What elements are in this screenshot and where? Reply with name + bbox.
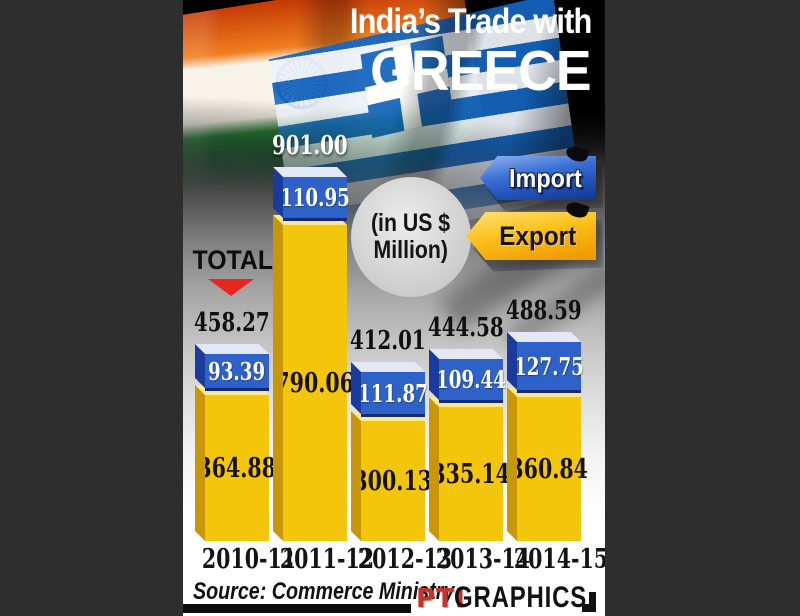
total-value: 488.59 bbox=[493, 296, 595, 326]
total-value: 901.00 bbox=[259, 131, 361, 161]
source-text: Source: Commerce Ministry bbox=[193, 578, 455, 605]
unit-note-line1: (in US $ bbox=[371, 209, 451, 237]
export-arrow-icon: Export bbox=[466, 212, 596, 260]
source-note: Source: Commerce Ministry bbox=[193, 578, 512, 606]
export-value: 300.13 bbox=[353, 465, 433, 497]
graphics-wordmark: GRAPHICS bbox=[454, 581, 605, 615]
import-value: 111.87 bbox=[358, 378, 428, 408]
import-segment: 109.44 bbox=[436, 359, 506, 403]
total-value-text: 488.59 bbox=[506, 296, 582, 326]
export-segment: 300.13 bbox=[354, 421, 432, 541]
import-segment: 93.39 bbox=[205, 354, 269, 391]
title-line1: India’s Trade with bbox=[349, 2, 592, 41]
pti-logo: PTI bbox=[416, 584, 466, 614]
year-label-text: 2012-13 bbox=[357, 544, 453, 575]
logo-corner-mark bbox=[582, 592, 596, 612]
left-gutter bbox=[0, 0, 183, 616]
import-segment: 110.95 bbox=[280, 177, 350, 221]
import-segment: 127.75 bbox=[514, 342, 584, 393]
unit-note-badge: (in US $ Million) bbox=[351, 177, 471, 297]
export-segment: 335.14 bbox=[432, 407, 510, 541]
export-segment: 364.88 bbox=[198, 395, 276, 541]
import-value: 93.39 bbox=[208, 356, 266, 386]
export-segment: 790.06 bbox=[276, 225, 354, 541]
year-label-text: 2010-11 bbox=[201, 544, 297, 575]
year-label: 2013-14 bbox=[421, 544, 530, 575]
import-arrow-icon: Import bbox=[480, 156, 596, 200]
year-label: 2011-12 bbox=[265, 544, 374, 575]
export-value: 364.88 bbox=[197, 452, 277, 484]
legend-export: Export bbox=[466, 199, 596, 260]
export-value: 360.84 bbox=[509, 453, 589, 485]
import-segment: 111.87 bbox=[358, 372, 428, 417]
total-value: 458.27 bbox=[183, 308, 283, 338]
total-label: TOTAL bbox=[189, 245, 277, 276]
right-gutter bbox=[617, 0, 800, 616]
total-value-text: 901.00 bbox=[272, 131, 348, 161]
year-label: 2010-11 bbox=[187, 544, 296, 575]
year-label-text: 2014-15 bbox=[513, 544, 605, 575]
total-value-text: 444.58 bbox=[428, 313, 504, 343]
legend-import-label: Import bbox=[508, 162, 582, 193]
graphics-text: GRAPHICS bbox=[454, 581, 588, 614]
year-label: 2014-15 bbox=[499, 544, 605, 575]
total-value: 444.58 bbox=[415, 313, 517, 343]
title-line2: GREECE bbox=[370, 39, 592, 103]
export-segment: 360.84 bbox=[510, 397, 588, 541]
bar-chart: 364.88 93.39 458.27 2010-11 790.06 110.95 901.… bbox=[183, 0, 605, 616]
year-label-text: 2013-14 bbox=[435, 544, 531, 575]
unit-note-line2: Million) bbox=[373, 236, 449, 264]
legend-import: Import bbox=[480, 143, 596, 200]
legend-export-label: Export bbox=[499, 220, 577, 251]
year-label-text: 2011-12 bbox=[279, 544, 375, 575]
year-label: 2012-13 bbox=[343, 544, 452, 575]
footer-bar bbox=[183, 604, 411, 613]
export-value: 790.06 bbox=[275, 367, 355, 399]
import-value: 110.95 bbox=[280, 183, 350, 212]
export-value: 335.14 bbox=[431, 458, 511, 490]
total-value: 412.01 bbox=[337, 326, 439, 356]
import-value: 109.44 bbox=[436, 365, 506, 394]
total-value-text: 458.27 bbox=[194, 308, 270, 338]
total-value-text: 412.01 bbox=[350, 326, 426, 356]
import-value: 127.75 bbox=[514, 351, 584, 381]
total-label-text: TOTAL bbox=[192, 245, 274, 275]
infographic-panel: India’s Trade with GREECE Import Export … bbox=[183, 0, 605, 616]
page-title: India’s Trade with GREECE bbox=[317, 2, 592, 103]
